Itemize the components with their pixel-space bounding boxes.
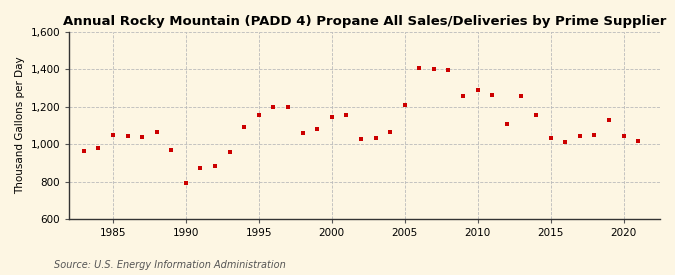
Point: [268, 104, 279, 109]
Text: Source: U.S. Energy Information Administration: Source: U.S. Energy Information Administ…: [54, 260, 286, 270]
Point: [414, 66, 425, 71]
Point: [78, 149, 89, 153]
Point: [443, 68, 454, 73]
Point: [122, 134, 133, 138]
Point: [341, 113, 352, 117]
Point: [618, 134, 629, 138]
Point: [472, 88, 483, 92]
Point: [239, 125, 250, 130]
Point: [502, 121, 512, 126]
Point: [632, 139, 643, 144]
Point: [516, 94, 526, 99]
Point: [370, 135, 381, 140]
Point: [356, 137, 367, 142]
Point: [93, 146, 104, 150]
Point: [385, 130, 396, 134]
Point: [429, 67, 439, 72]
Point: [107, 133, 118, 137]
Point: [166, 148, 177, 152]
Point: [458, 93, 468, 98]
Point: [531, 113, 541, 117]
Point: [253, 113, 264, 117]
Point: [297, 131, 308, 135]
Point: [283, 104, 294, 109]
Point: [312, 127, 323, 131]
Point: [574, 134, 585, 138]
Point: [151, 130, 162, 134]
Point: [224, 149, 235, 154]
Point: [327, 115, 338, 119]
Y-axis label: Thousand Gallons per Day: Thousand Gallons per Day: [15, 57, 25, 194]
Point: [603, 118, 614, 122]
Point: [137, 134, 148, 139]
Point: [400, 103, 410, 107]
Point: [545, 135, 556, 140]
Point: [180, 180, 191, 185]
Point: [487, 92, 497, 97]
Point: [589, 133, 600, 137]
Point: [560, 140, 570, 144]
Point: [195, 165, 206, 170]
Point: [210, 163, 221, 168]
Title: Annual Rocky Mountain (PADD 4) Propane All Sales/Deliveries by Prime Supplier: Annual Rocky Mountain (PADD 4) Propane A…: [63, 15, 666, 28]
